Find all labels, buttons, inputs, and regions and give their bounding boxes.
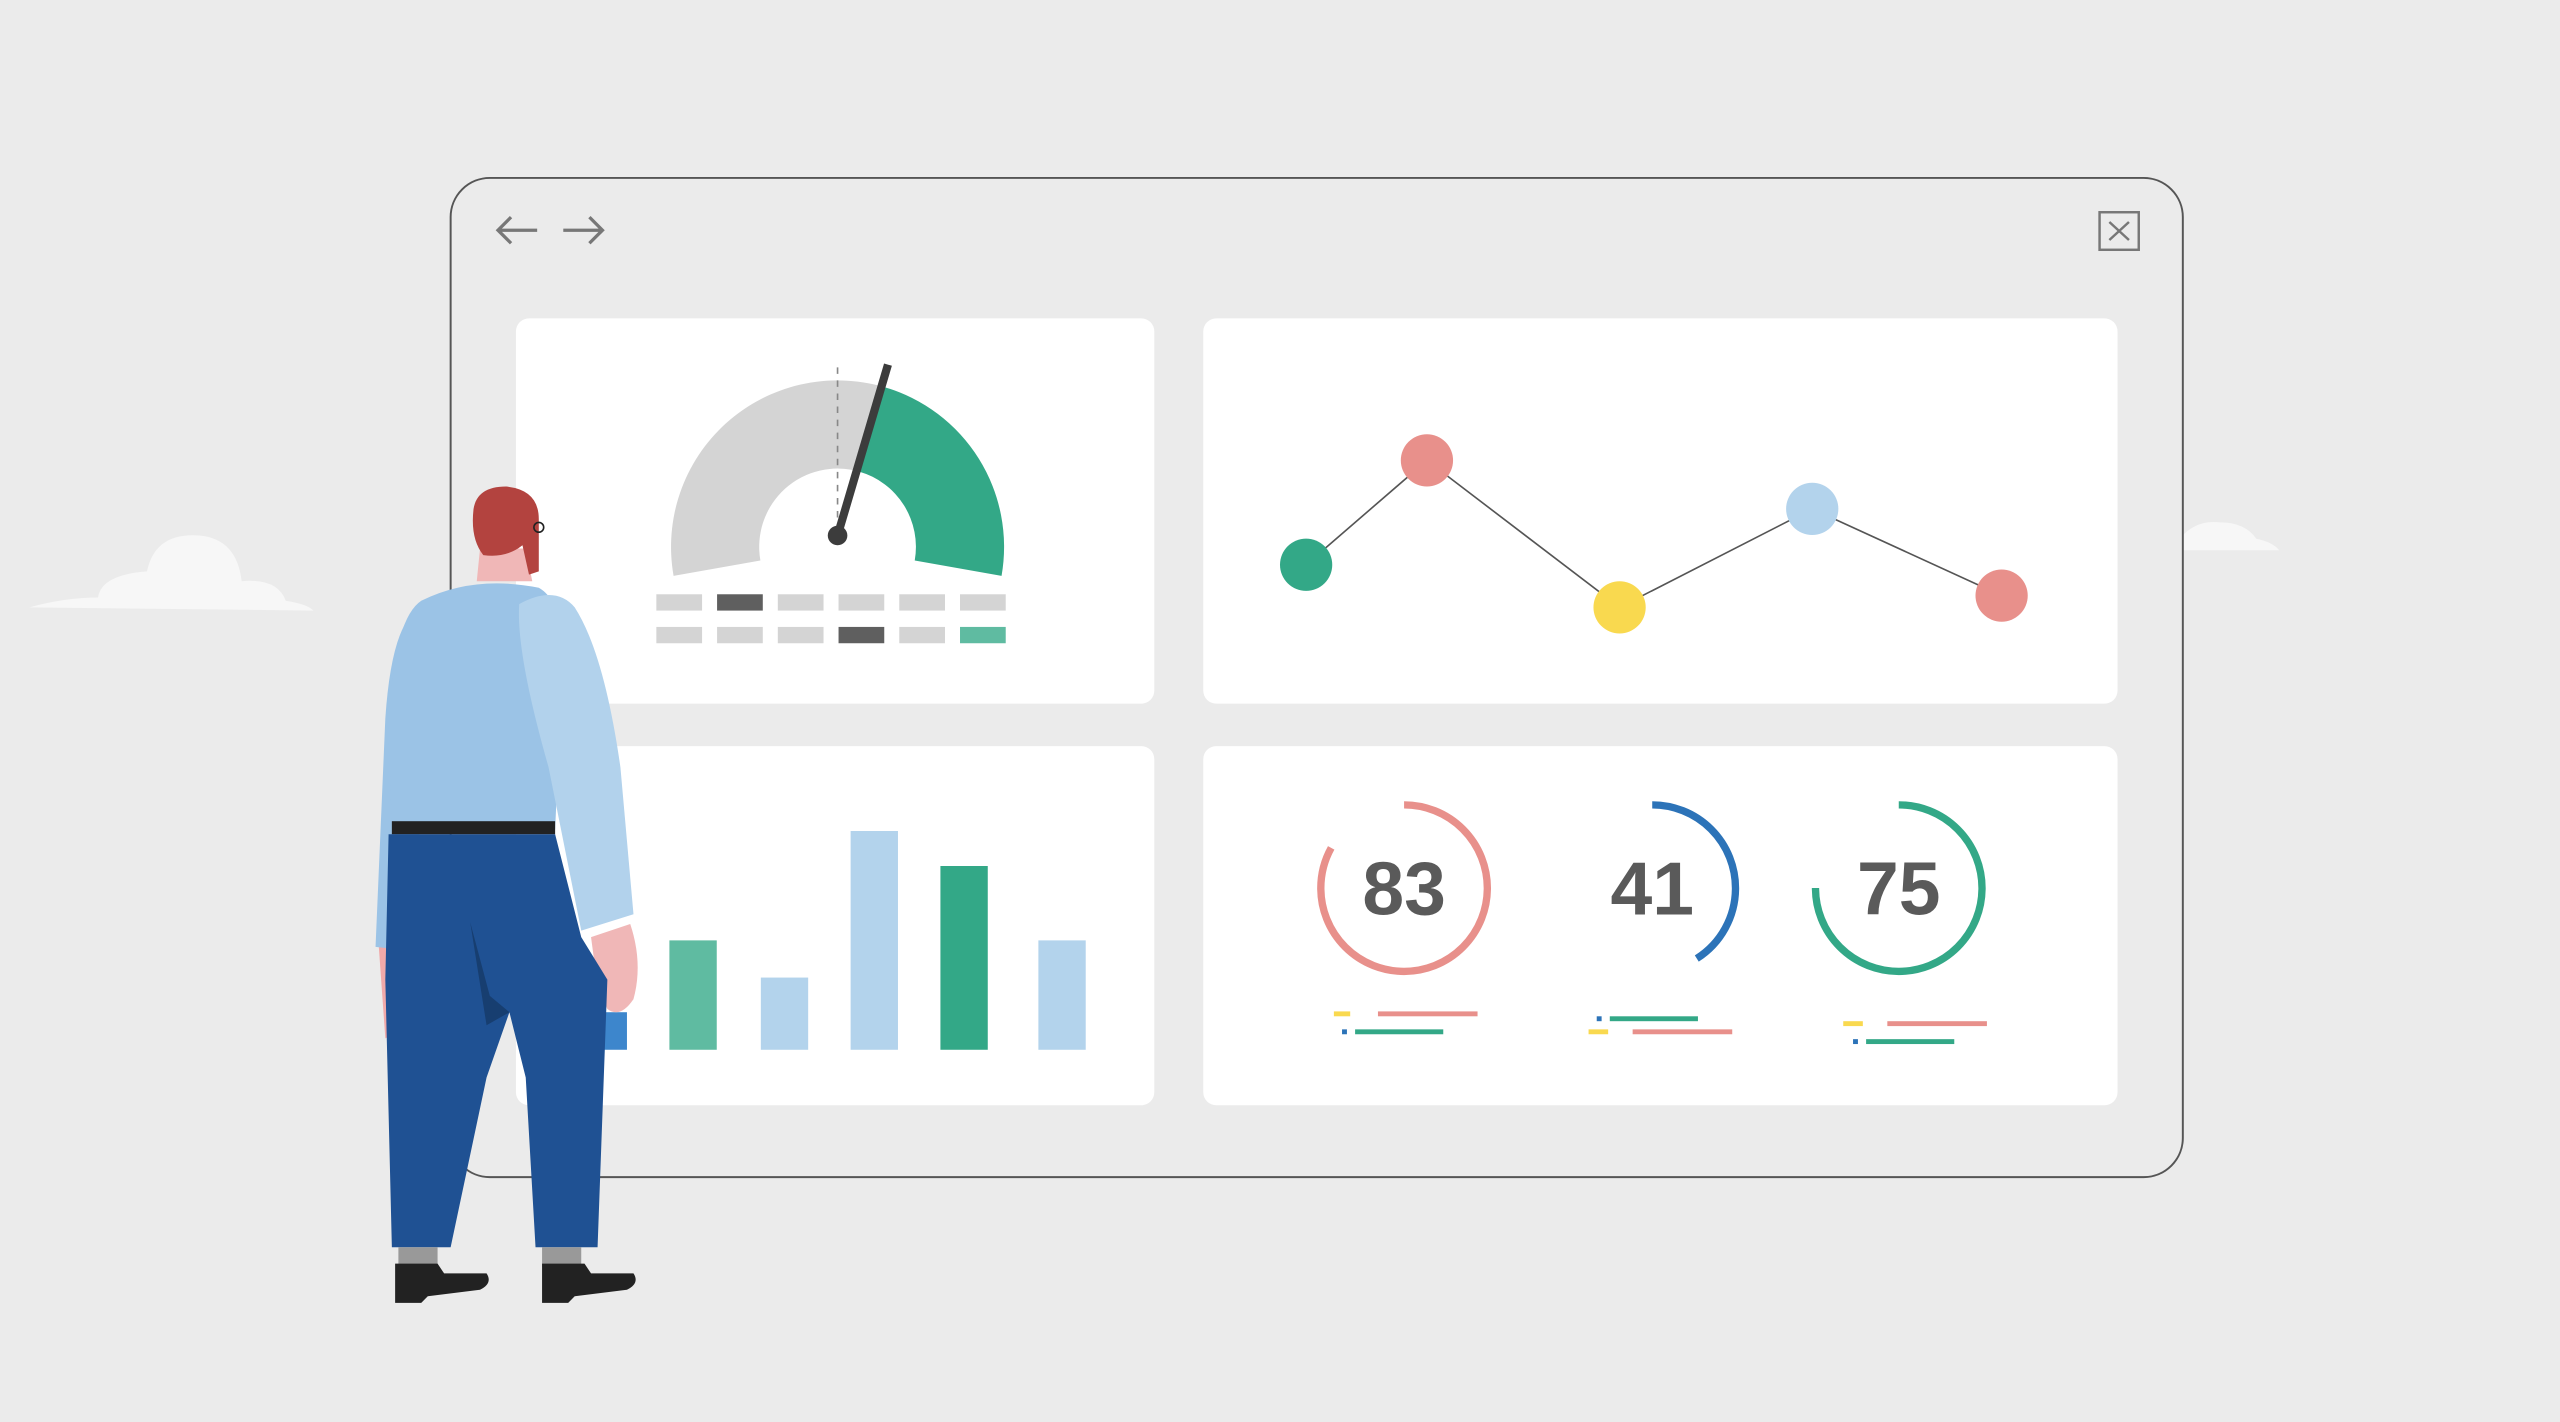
bar bbox=[850, 830, 898, 1050]
back-arrow-icon[interactable] bbox=[495, 215, 538, 245]
line-chart bbox=[1280, 434, 2028, 634]
ring-value: 41 bbox=[1610, 846, 1694, 930]
gauge-grid-cell bbox=[838, 626, 885, 644]
bar-partial bbox=[604, 1012, 627, 1050]
close-icon[interactable] bbox=[2098, 211, 2140, 252]
gauge-grid-cell bbox=[777, 594, 824, 611]
person-illustration bbox=[375, 486, 638, 1303]
person-trousers bbox=[385, 834, 608, 1248]
person-shoe-left bbox=[395, 1263, 489, 1303]
gauge-grid-cell bbox=[960, 626, 1006, 644]
glasses-icon bbox=[533, 521, 545, 534]
gauge-fill bbox=[859, 386, 1005, 576]
gauge-grid-cell bbox=[838, 594, 885, 611]
bar bbox=[940, 865, 988, 1050]
gauge-grid-cell bbox=[717, 594, 763, 611]
gauge-grid-cell bbox=[656, 594, 703, 611]
gauge-grid-cell bbox=[717, 626, 763, 644]
line-point bbox=[1593, 581, 1646, 634]
bar-chart bbox=[604, 830, 1086, 1050]
person-belt bbox=[391, 821, 556, 835]
ring-arc bbox=[1811, 801, 1986, 976]
ring-legend-line bbox=[1342, 1029, 1347, 1035]
ring-legend-line bbox=[1866, 1039, 1955, 1045]
gauge-grid bbox=[656, 594, 1006, 644]
line-point bbox=[1280, 538, 1333, 591]
line-point bbox=[1786, 482, 1839, 536]
ring-value: 83 bbox=[1362, 846, 1446, 930]
ring-legend-line bbox=[1853, 1039, 1858, 1045]
forward-arrow-icon[interactable] bbox=[563, 215, 605, 245]
person-torso bbox=[388, 583, 563, 830]
ring-legend-line bbox=[1887, 1021, 1987, 1027]
person-sock-right bbox=[542, 1247, 582, 1267]
person-shoe-right bbox=[542, 1263, 636, 1303]
bar bbox=[669, 940, 717, 1050]
ring-legend-line bbox=[1588, 1029, 1609, 1035]
gauge-needle-pivot bbox=[827, 525, 848, 546]
gauge-panel bbox=[515, 318, 1155, 704]
gauge-grid-cell bbox=[960, 594, 1006, 611]
ring-legend-line bbox=[1596, 1016, 1602, 1022]
ring-legend-line bbox=[1377, 1011, 1478, 1017]
ring-legend-line bbox=[1632, 1029, 1733, 1035]
person-neck bbox=[476, 548, 533, 582]
person-arm-right bbox=[518, 595, 634, 931]
gauge-grid-cell bbox=[777, 626, 824, 644]
ring-legend-line bbox=[1355, 1029, 1444, 1035]
gauge-grid-cell bbox=[656, 626, 703, 644]
bar bbox=[1038, 940, 1086, 1050]
person-sock-left bbox=[398, 1247, 438, 1267]
ring-legend-line bbox=[1609, 1016, 1698, 1022]
ring-value: 75 bbox=[1857, 846, 1941, 930]
gauge-track bbox=[671, 380, 884, 576]
line-chart-panel bbox=[1203, 318, 2118, 704]
ring-arc bbox=[1317, 801, 1492, 976]
ring-arc bbox=[1565, 801, 1740, 976]
gauge-needle bbox=[833, 363, 892, 537]
line-point bbox=[1400, 434, 1454, 487]
gauge bbox=[671, 363, 1005, 576]
gauge-grid-cell bbox=[899, 594, 945, 611]
ring-legend-line bbox=[1333, 1011, 1351, 1017]
cloud-left bbox=[29, 535, 314, 611]
rings: 83 41 75 bbox=[1317, 801, 1987, 1045]
line-point bbox=[1975, 569, 2028, 622]
person-hair bbox=[472, 486, 539, 575]
gauge-grid-cell bbox=[899, 626, 945, 644]
bar bbox=[760, 977, 809, 1050]
ring-legend-line bbox=[1843, 1021, 1863, 1027]
person-trouser-fold bbox=[470, 922, 510, 1026]
